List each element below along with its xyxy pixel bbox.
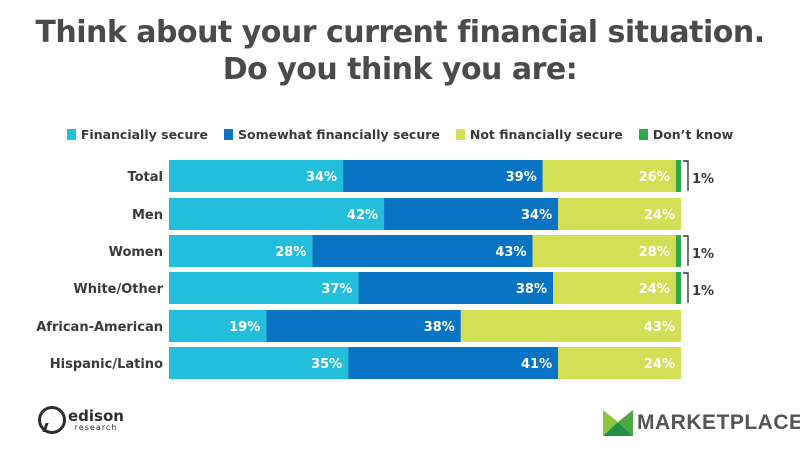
marketplace-logo: MARKETPLACE® — [603, 410, 800, 436]
bar-segment — [169, 160, 344, 192]
callout-bracket — [683, 272, 689, 303]
category-label: Men — [132, 208, 163, 223]
data-label: 39% — [506, 170, 537, 185]
data-label: 41% — [521, 357, 552, 372]
data-label: 1% — [692, 247, 714, 262]
bar-segment — [169, 310, 267, 342]
data-label: 24% — [644, 357, 675, 372]
data-label: 1% — [692, 284, 714, 299]
data-label: 34% — [306, 170, 337, 185]
legend-label-somewhat-secure: Somewhat financially secure — [238, 127, 440, 142]
legend-item-not-secure: Not financially secure — [455, 127, 623, 142]
data-label: 26% — [639, 170, 670, 185]
bar-segment — [169, 272, 359, 304]
legend-label-not-secure: Not financially secure — [469, 127, 623, 142]
bar-segment — [384, 198, 559, 230]
legend-item-somewhat-secure: Somewhat financially secure — [224, 127, 440, 142]
legend-label-financially-secure: Financially secure — [80, 127, 208, 142]
bar-segment — [675, 160, 681, 192]
category-label: African-American — [36, 320, 163, 335]
legend-item-dont-know: Don’t know — [638, 127, 734, 142]
category-label: Total — [127, 170, 163, 185]
edison-logo-text: edison research — [68, 406, 124, 432]
data-label: 24% — [639, 282, 670, 297]
bar-segment — [675, 272, 681, 304]
bar-segment — [675, 235, 681, 267]
legend-swatch-financially-secure — [66, 129, 76, 140]
bar-segment — [460, 310, 681, 342]
chart-title: Think about your current financial situa… — [0, 14, 800, 88]
legend-swatch-somewhat-secure — [224, 129, 233, 140]
marketplace-mark-icon — [603, 410, 633, 436]
legend-label-dont-know: Don’t know — [652, 127, 734, 142]
data-label: 35% — [311, 357, 342, 372]
data-label: 43% — [644, 320, 675, 335]
data-label: 34% — [521, 208, 552, 223]
data-label: 38% — [424, 320, 455, 335]
bar-segment — [358, 272, 553, 304]
bar-segment — [348, 347, 559, 379]
marketplace-logo-word: MARKETPLACE® — [637, 411, 800, 435]
data-label: 24% — [644, 208, 675, 223]
bar-segment — [169, 198, 385, 230]
marketplace-logo-text: MARKETPLACE — [637, 411, 800, 434]
title-line-2: Do you think you are: — [222, 52, 578, 87]
edison-logo-word: edison — [68, 406, 124, 425]
data-label: 19% — [229, 320, 260, 335]
bar-segment — [558, 347, 681, 379]
data-label: 38% — [516, 282, 547, 297]
bar-segment — [266, 310, 461, 342]
bar-segment — [169, 347, 349, 379]
edison-mark-icon — [38, 406, 66, 434]
data-label: 28% — [639, 245, 670, 260]
legend: Financially secure Somewhat financially … — [0, 127, 800, 142]
legend-item-financially-secure: Financially secure — [66, 127, 208, 142]
bar-segment — [542, 160, 676, 192]
callout-bracket — [683, 235, 689, 266]
edison-research-logo: edison research — [38, 400, 124, 440]
edison-logo-sub: research — [74, 422, 118, 432]
title-line-1: Think about your current financial situa… — [35, 15, 765, 50]
data-label: 37% — [321, 282, 352, 297]
category-label: White/Other — [73, 282, 163, 297]
legend-swatch-not-secure — [455, 129, 465, 140]
bar-segment — [532, 235, 676, 267]
callout-bracket — [683, 160, 689, 191]
data-label: 42% — [347, 208, 378, 223]
category-label: Hispanic/Latino — [50, 357, 163, 372]
bar-segment — [312, 235, 533, 267]
category-label: Women — [109, 245, 163, 260]
data-label: 1% — [692, 172, 714, 187]
data-label: 28% — [275, 245, 306, 260]
bar-segment — [169, 235, 313, 267]
bar-segment — [553, 272, 676, 304]
data-label: 43% — [495, 245, 526, 260]
bar-segment — [558, 198, 681, 230]
legend-swatch-dont-know — [638, 129, 648, 140]
bar-segment — [343, 160, 543, 192]
